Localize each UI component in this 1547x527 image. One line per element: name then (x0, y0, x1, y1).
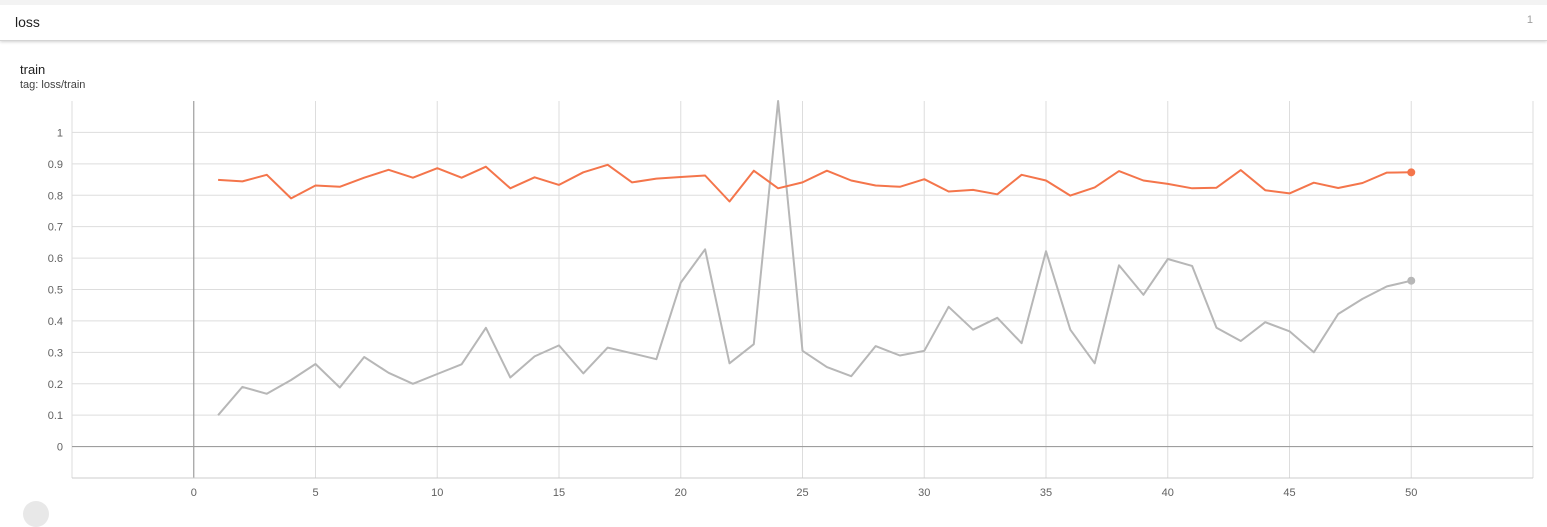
series-line (218, 163, 1412, 203)
grid (71, 101, 1534, 478)
card-title: train (20, 62, 46, 77)
x-tick-label: 40 (1162, 487, 1174, 499)
x-tick-label: 50 (1405, 487, 1417, 499)
y-tick-label: 0.2 (48, 379, 63, 391)
x-tick-label: 0 (191, 487, 197, 499)
series-end-point (1407, 168, 1416, 177)
tick-labels: 00.10.20.30.40.50.60.70.80.910 5 10 15 20 25 3… (48, 127, 1418, 499)
series-end-point (1407, 276, 1416, 285)
y-tick-label: 0.1 (48, 410, 63, 422)
y-tick-label: 0.8 (48, 190, 63, 202)
x-tick-label: 35 (1040, 487, 1052, 499)
y-tick-label: 0.4 (48, 316, 63, 328)
header-top-edge (0, 0, 1547, 5)
section-count: 1 (1526, 14, 1533, 26)
x-tick-label: 25 (796, 487, 808, 499)
card-tag: tag: loss/train (20, 79, 86, 91)
section-header[interactable]: loss 1 (0, 0, 1547, 41)
y-tick-label: 0.7 (48, 222, 63, 234)
y-tick-label: 0.6 (48, 253, 63, 265)
y-tick-label: 0.5 (48, 285, 63, 297)
y-tick-label: 0.3 (48, 347, 63, 359)
x-tick-label: 10 (431, 487, 443, 499)
fit-domain-button[interactable] (23, 501, 49, 527)
section-title: loss (15, 14, 40, 30)
x-tick-label: 20 (675, 487, 687, 499)
loss-train-chart[interactable]: 00.10.20.30.40.50.60.70.80.910 5 10 15 20 25 3… (0, 0, 1547, 507)
x-tick-label: 30 (918, 487, 930, 499)
series (217, 100, 1416, 416)
x-tick-label: 15 (553, 487, 565, 499)
x-tick-label: 45 (1283, 487, 1295, 499)
y-tick-label: 0.9 (48, 159, 63, 171)
y-tick-label: 1 (57, 127, 63, 139)
y-tick-label: 0 (57, 442, 63, 454)
series-line (217, 100, 1412, 416)
axes (72, 101, 1533, 479)
x-tick-label: 5 (312, 487, 318, 499)
